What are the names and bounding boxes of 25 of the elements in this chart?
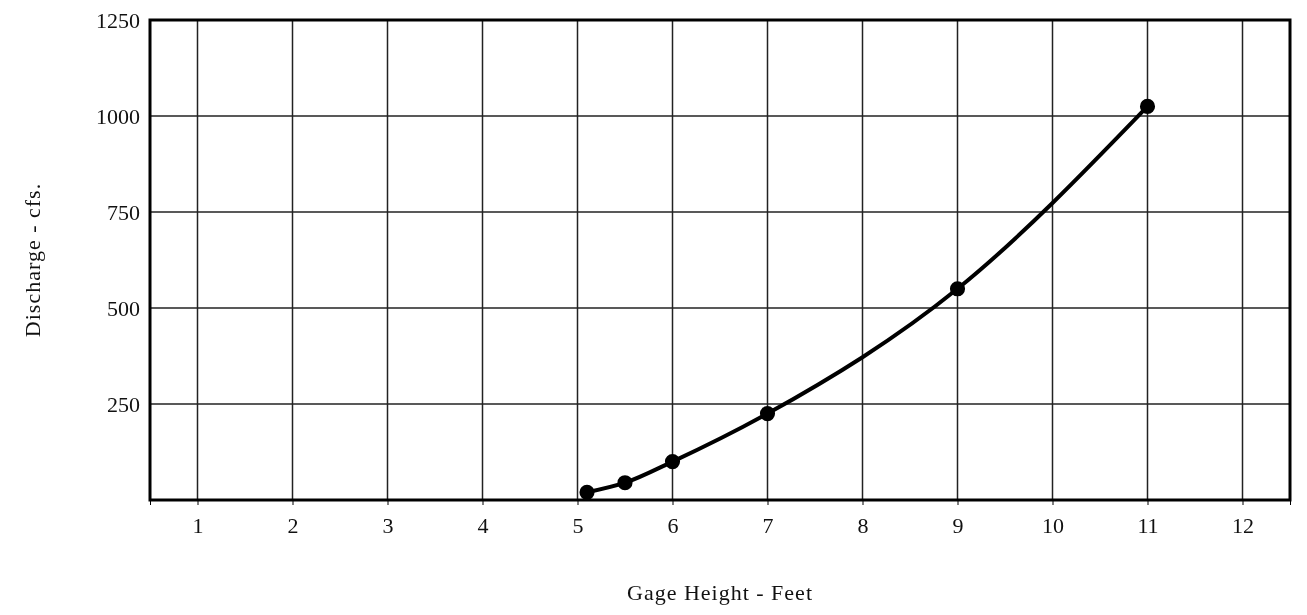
x-tick-label: 2 (287, 512, 299, 538)
x-tick-label: 3 (382, 512, 394, 538)
y-axis-title: Discharge - cfs. (20, 182, 45, 338)
x-tick-label: 1 (192, 512, 204, 538)
x-tick-label: 12 (1232, 512, 1254, 538)
x-tick-label: 8 (857, 512, 869, 538)
point (759, 406, 776, 422)
x-tick-label: 4 (477, 512, 489, 538)
y-tick-label: 250 (107, 391, 140, 417)
y-tick-label: 1250 (96, 7, 140, 33)
y-tick-label: 500 (107, 295, 140, 321)
point (949, 281, 966, 297)
x-tick-label: 7 (762, 512, 774, 538)
point (1139, 98, 1156, 114)
x-tick-label: 6 (667, 512, 679, 538)
x-axis-title: Gage Height - Feet (627, 580, 813, 605)
x-tick-label: 11 (1137, 512, 1159, 538)
y-tick-label: 750 (107, 199, 140, 225)
y-tick-label: 1000 (96, 103, 140, 129)
point (617, 475, 633, 491)
point (664, 454, 681, 470)
x-tick-label: 10 (1042, 512, 1064, 538)
x-tick-label: 5 (572, 512, 584, 538)
point (579, 484, 595, 500)
x-tick-label: 9 (952, 512, 964, 538)
